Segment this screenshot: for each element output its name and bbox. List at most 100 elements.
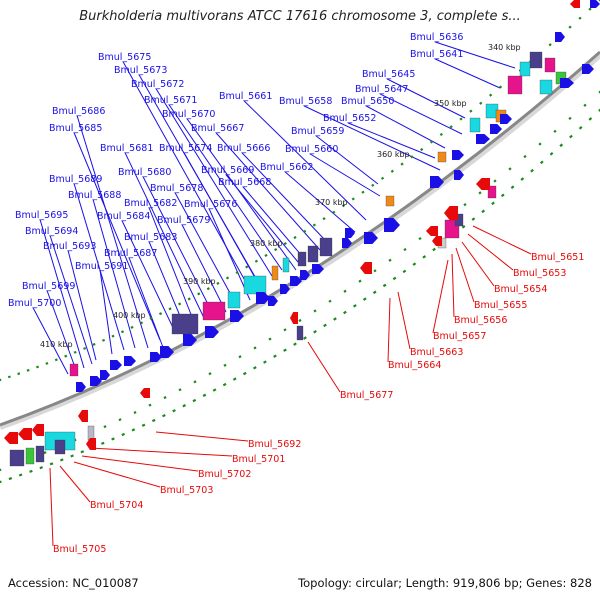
gene-label: Bmul_5653 — [513, 268, 566, 279]
tick-dot-outer — [264, 253, 268, 258]
label-connector — [215, 132, 321, 251]
tick-dot-inner — [253, 366, 257, 370]
tick-label: 410 kbp — [40, 340, 73, 349]
gene-label: Bmul_5677 — [340, 390, 393, 401]
forward-gene-arrow — [490, 124, 502, 134]
forward-gene-arrow — [230, 310, 244, 322]
tick-dot-inner — [382, 283, 387, 288]
gene-label: Bmul_5691 — [75, 261, 128, 272]
tick-dot-mid — [403, 247, 407, 252]
label-connector — [92, 199, 136, 349]
gene-label: Bmul_5658 — [279, 96, 332, 107]
gene-label: Bmul_5688 — [68, 190, 121, 201]
tick-dot-outer — [420, 147, 424, 152]
tick-dot-inner — [412, 262, 417, 266]
label-connector — [59, 465, 91, 503]
tick-dot-inner — [151, 418, 156, 423]
tick-dot-outer — [83, 346, 87, 350]
tick-dot-inner — [422, 255, 427, 259]
label-connector — [307, 341, 341, 393]
tick-label: 350 kbp — [434, 99, 467, 108]
gene-label: Bmul_5656 — [454, 315, 507, 326]
label-connector — [386, 78, 466, 119]
tick-dot-inner — [232, 377, 237, 381]
tick-dot-inner — [242, 371, 247, 376]
tick-dot-mid — [493, 179, 497, 183]
tick-dot-outer — [312, 223, 316, 227]
forward-gene-arrow — [384, 218, 400, 232]
cog-box — [469, 117, 481, 133]
gene-label: Bmul_5693 — [43, 241, 96, 252]
tick-dot-mid — [163, 396, 167, 400]
label-connector — [242, 186, 303, 257]
tick-dot-inner — [362, 297, 367, 301]
tick-dot-mid — [178, 388, 182, 392]
label-connector — [315, 135, 379, 185]
forward-gene-arrow — [280, 284, 290, 294]
gene-label: Bmul_5657 — [433, 331, 486, 342]
forward-gene-arrow — [312, 264, 324, 274]
label-connector — [467, 233, 514, 271]
tick-dot-outer — [548, 43, 552, 47]
label-connector — [174, 192, 237, 305]
label-connector — [181, 224, 227, 313]
tick-dot-mid — [568, 116, 572, 121]
gene-label: Bmul_5659 — [291, 126, 344, 137]
gene-label: Bmul_5650 — [341, 96, 394, 107]
label-connector — [387, 297, 391, 363]
reverse-gene-arrow — [18, 428, 32, 440]
tick-dot-mid — [0, 468, 2, 472]
tick-dot-outer — [178, 302, 182, 306]
cog-box — [243, 275, 267, 295]
label-connector — [435, 41, 516, 69]
gene-features — [4, 0, 600, 467]
tick-dot-outer — [120, 330, 125, 334]
tick-dot-mid — [583, 103, 587, 107]
tick-dot-inner — [333, 317, 337, 321]
tick-dot-outer — [332, 210, 336, 214]
label-connector — [183, 152, 263, 291]
tick-dot-inner — [39, 466, 44, 470]
tick-dot-mid — [598, 90, 600, 94]
cog-box — [9, 449, 25, 467]
forward-gene-arrow — [100, 370, 110, 380]
gene-label: Bmul_5687 — [104, 248, 157, 259]
reverse-gene-arrow — [86, 438, 96, 450]
gene-label: Bmul_5701 — [232, 454, 285, 465]
label-connector — [32, 307, 69, 375]
tick-dot-inner — [539, 160, 544, 165]
cog-box — [271, 265, 279, 281]
tick-dot-outer — [101, 338, 106, 342]
tick-dot-inner — [29, 469, 33, 473]
tick-dot-inner — [222, 382, 227, 387]
gene-label: Bmul_5679 — [157, 215, 210, 226]
tick-dot-outer — [45, 361, 49, 365]
gene-label: Bmul_5660 — [285, 144, 338, 155]
tick-dot-mid — [298, 318, 302, 323]
tick-dot-inner — [80, 450, 85, 454]
label-connector — [46, 290, 77, 371]
tick-dot-outer — [168, 307, 172, 311]
label-connector — [309, 153, 381, 197]
tick-dot-outer — [578, 16, 582, 20]
gene-label: Bmul_5641 — [410, 49, 463, 60]
tick-dot-mid — [103, 425, 107, 429]
tick-dot-inner — [323, 323, 327, 328]
cog-box — [296, 325, 304, 341]
forward-gene-arrow — [76, 382, 86, 392]
tick-dot-inner — [598, 108, 600, 112]
cog-box — [319, 237, 333, 257]
forward-gene-arrow — [150, 352, 162, 362]
gene-label: Bmul_5685 — [49, 123, 102, 134]
tick-dot-outer — [489, 93, 493, 97]
cog-box — [282, 257, 290, 273]
label-connector — [186, 118, 297, 271]
cog-box — [54, 439, 66, 455]
label-connector — [73, 461, 161, 488]
tick-dot-inner — [471, 217, 476, 221]
label-connector — [243, 100, 367, 221]
label-connector — [348, 122, 436, 159]
tick-dot-mid — [238, 355, 242, 359]
gene-label: Bmul_5663 — [410, 347, 463, 358]
gene-label: Bmul_5655 — [474, 300, 527, 311]
